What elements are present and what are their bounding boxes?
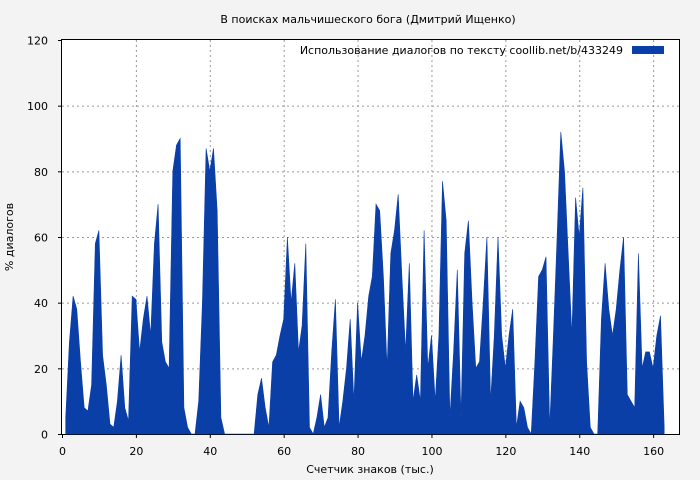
x-tick-label: 80 bbox=[351, 445, 365, 458]
chart-title: В поисках мальчишеского бога (Дмитрий Ищ… bbox=[220, 13, 515, 26]
legend-swatch bbox=[632, 46, 664, 54]
y-tick-label: 80 bbox=[34, 166, 48, 179]
x-tick-label: 60 bbox=[277, 445, 291, 458]
x-axis-label: Счетчик знаков (тыс.) bbox=[306, 463, 434, 476]
x-tick-label: 120 bbox=[495, 445, 516, 458]
x-tick-label: 160 bbox=[643, 445, 664, 458]
y-tick-label: 40 bbox=[34, 297, 48, 310]
axis-ticks: 0 20 40 60 80 100 120 0 20 40 60 80 100 120 140 160 bbox=[27, 35, 664, 459]
y-tick-label: 120 bbox=[27, 35, 48, 48]
y-tick-label: 20 bbox=[34, 363, 48, 376]
x-tick-label: 20 bbox=[129, 445, 143, 458]
series-area-path bbox=[65, 131, 665, 436]
y-axis-label: % диалогов bbox=[3, 203, 16, 271]
legend: Использование диалогов по тексту coollib… bbox=[300, 44, 664, 57]
series-area bbox=[65, 131, 665, 436]
y-tick-label: 60 bbox=[34, 232, 48, 245]
x-tick-label: 140 bbox=[569, 445, 590, 458]
y-tick-label: 100 bbox=[27, 100, 48, 113]
y-tick-label: 0 bbox=[41, 429, 48, 442]
legend-label: Использование диалогов по тексту coollib… bbox=[300, 44, 623, 57]
x-tick-label: 0 bbox=[59, 445, 66, 458]
x-tick-label: 40 bbox=[203, 445, 217, 458]
x-tick-label: 100 bbox=[421, 445, 442, 458]
